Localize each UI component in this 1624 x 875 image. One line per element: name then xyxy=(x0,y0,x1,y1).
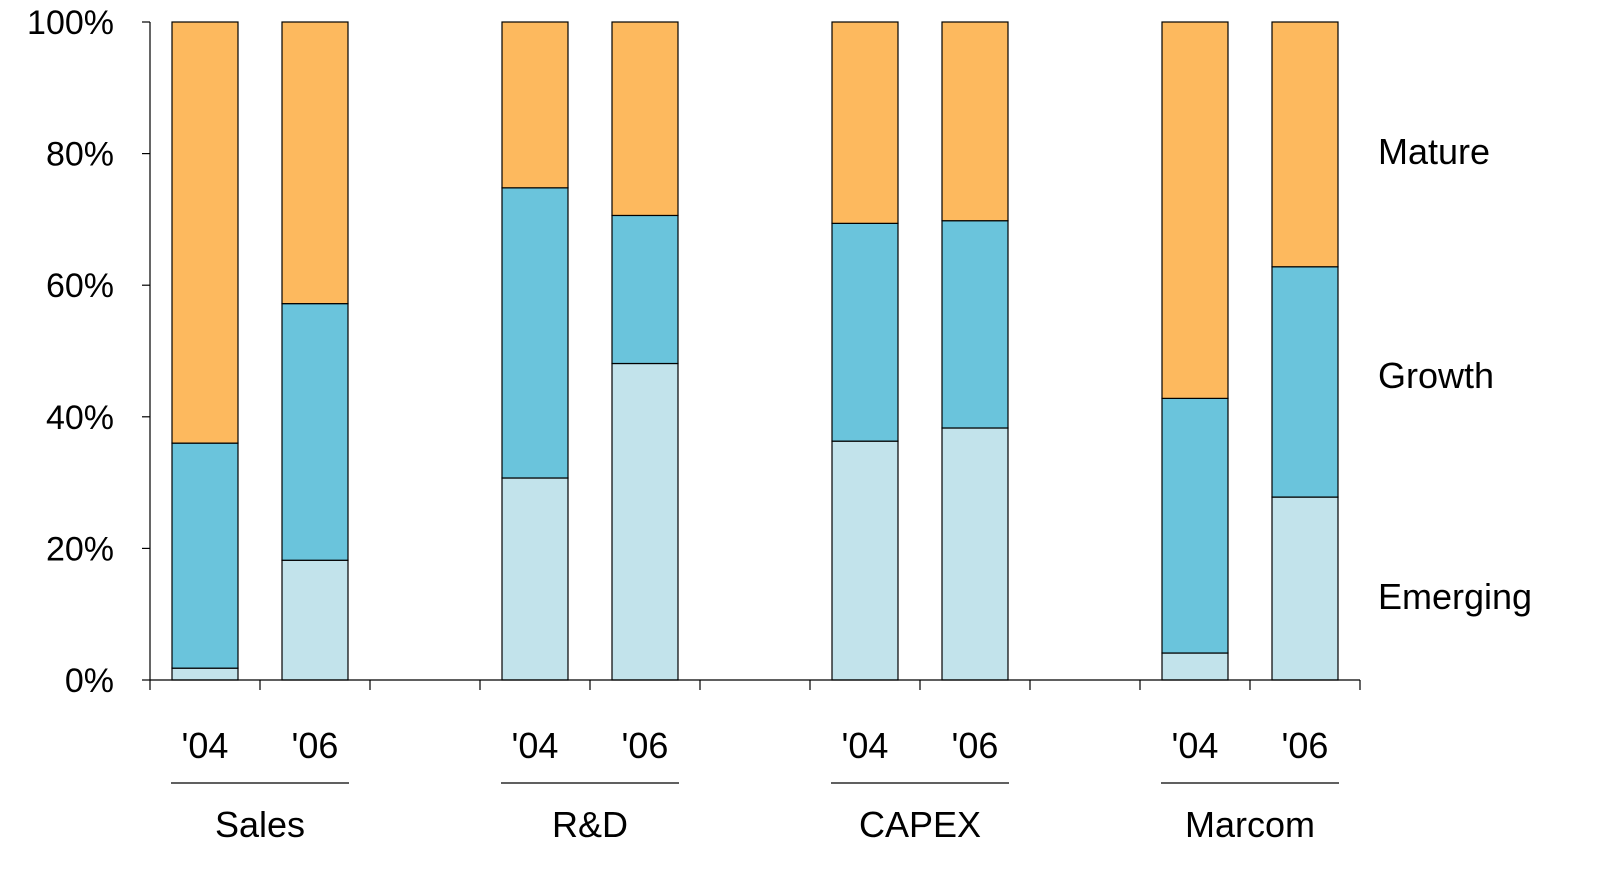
bar-segment-mature xyxy=(941,21,1009,222)
bar-segment-growth xyxy=(611,214,679,365)
bar-segment-emerging xyxy=(281,559,349,681)
bar-segment-mature xyxy=(831,21,899,224)
legend: Emerging Growth Mature xyxy=(1378,131,1532,617)
group-label: R&D xyxy=(552,804,628,845)
legend-label-growth: Growth xyxy=(1378,355,1494,396)
legend-label-emerging: Emerging xyxy=(1378,576,1532,617)
x-tick-label: '06 xyxy=(292,725,339,766)
bar-segment-emerging xyxy=(831,440,899,681)
bars xyxy=(171,21,1339,681)
bar-segment-emerging xyxy=(611,362,679,681)
y-tick-label: 0% xyxy=(65,662,114,700)
x-tick-label: '06 xyxy=(952,725,999,766)
x-tick-label: '06 xyxy=(622,725,669,766)
bar-segment-growth xyxy=(1271,266,1339,498)
group-label: Marcom xyxy=(1185,804,1315,845)
y-tick-label: 80% xyxy=(46,136,114,174)
x-tick-label: '04 xyxy=(842,725,889,766)
bar-segment-emerging xyxy=(171,667,239,681)
bar-segment-mature xyxy=(171,21,239,444)
x-tick-label: '06 xyxy=(1282,725,1329,766)
bar-segment-emerging xyxy=(941,427,1009,681)
bar-segment-emerging xyxy=(1271,496,1339,681)
bar-segment-mature xyxy=(1271,21,1339,268)
legend-label-mature: Mature xyxy=(1378,131,1490,172)
bar-segment-mature xyxy=(501,21,569,189)
y-tick-label: 40% xyxy=(46,399,114,437)
group-label: CAPEX xyxy=(859,804,981,845)
group-label: Sales xyxy=(215,804,305,845)
x-tick-label: '04 xyxy=(182,725,229,766)
bar-segment-growth xyxy=(831,222,899,442)
y-tick-label: 20% xyxy=(46,530,114,568)
y-axis: 0% 20% 40% 60% 80% 100% xyxy=(27,4,151,700)
bar-segment-emerging xyxy=(1161,652,1229,681)
bar-segment-growth xyxy=(1161,397,1229,654)
x-tick-label: '04 xyxy=(512,725,559,766)
bar-segment-growth xyxy=(281,303,349,561)
bar-segment-mature xyxy=(1161,21,1229,399)
x-tick-labels: '04 '06 '04 '06 '04 '06 '04 '06 xyxy=(182,725,1329,766)
x-tick-label: '04 xyxy=(1172,725,1219,766)
bar-segment-growth xyxy=(501,187,569,479)
bar-segment-mature xyxy=(611,21,679,217)
y-tick-label: 100% xyxy=(27,4,114,42)
x-axis xyxy=(149,679,1361,690)
bar-segment-emerging xyxy=(501,477,569,681)
bar-segment-growth xyxy=(941,220,1009,429)
category-labels: Sales R&D CAPEX Marcom xyxy=(171,782,1339,845)
bar-segment-mature xyxy=(281,21,349,305)
y-tick-label: 60% xyxy=(46,267,114,305)
bar-segment-growth xyxy=(171,442,239,669)
